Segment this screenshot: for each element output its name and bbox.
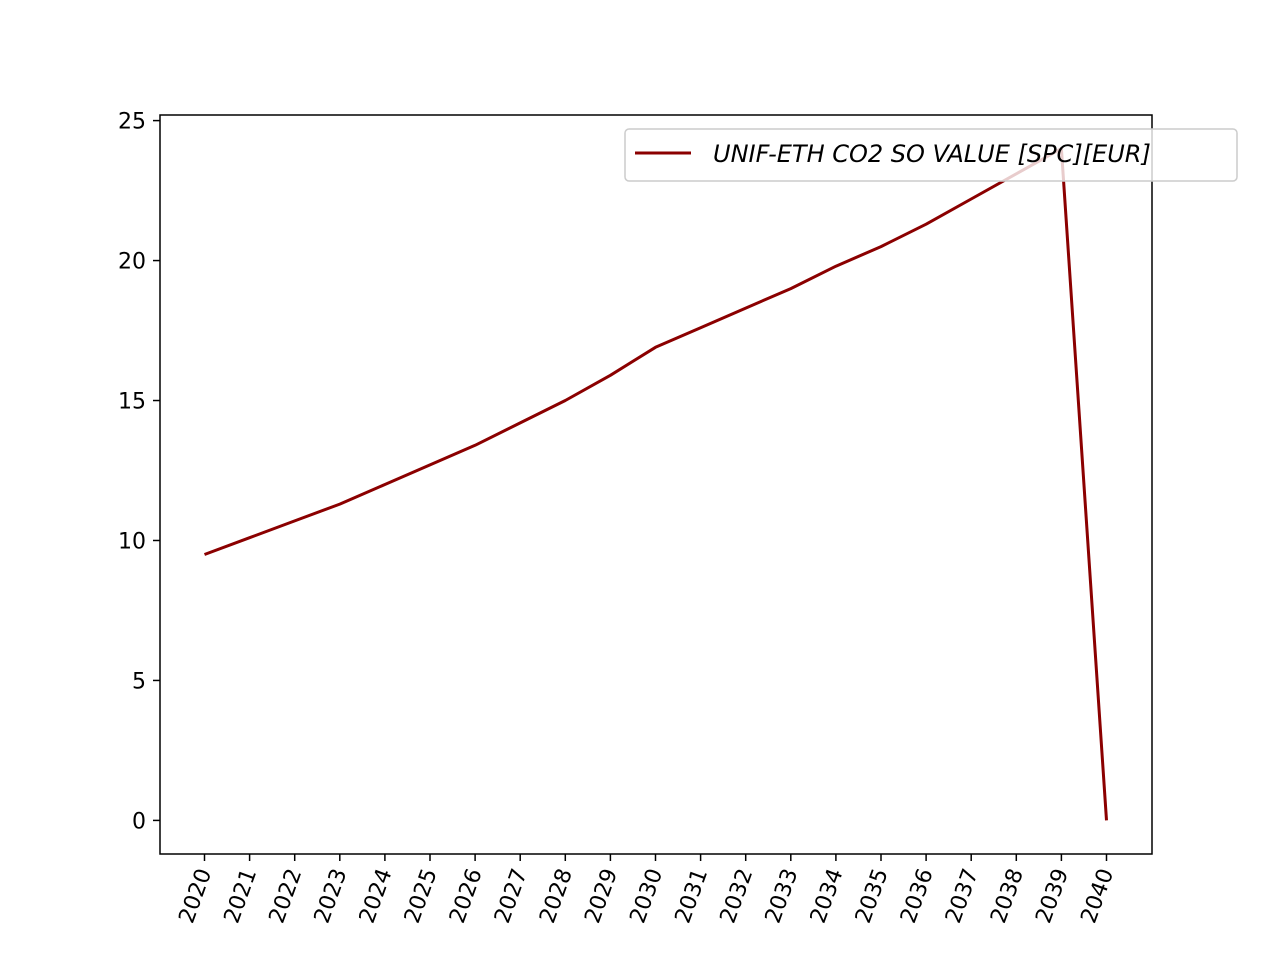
legend: UNIF-ETH CO2 SO VALUE [SPC][EUR] xyxy=(624,128,1238,182)
y-tick-label: 25 xyxy=(118,110,146,135)
legend-label: UNIF-ETH CO2 SO VALUE [SPC][EUR] xyxy=(713,140,1151,168)
y-axis: 0 5 10 15 20 25 xyxy=(118,110,160,834)
y-tick-label: 20 xyxy=(118,250,146,275)
y-tick-label: 15 xyxy=(118,390,146,415)
y-tick-label: 0 xyxy=(132,809,146,834)
y-tick-label: 5 xyxy=(132,669,146,694)
series-line xyxy=(203,147,1108,821)
plot-frame xyxy=(159,114,1153,855)
y-tick-label: 10 xyxy=(118,529,146,554)
plot-area xyxy=(203,147,1108,821)
legend-box xyxy=(624,128,1238,182)
x-axis: 2020 2021 2022 2023 2024 2025 2026 2027 2028 2029… xyxy=(174,854,1119,927)
